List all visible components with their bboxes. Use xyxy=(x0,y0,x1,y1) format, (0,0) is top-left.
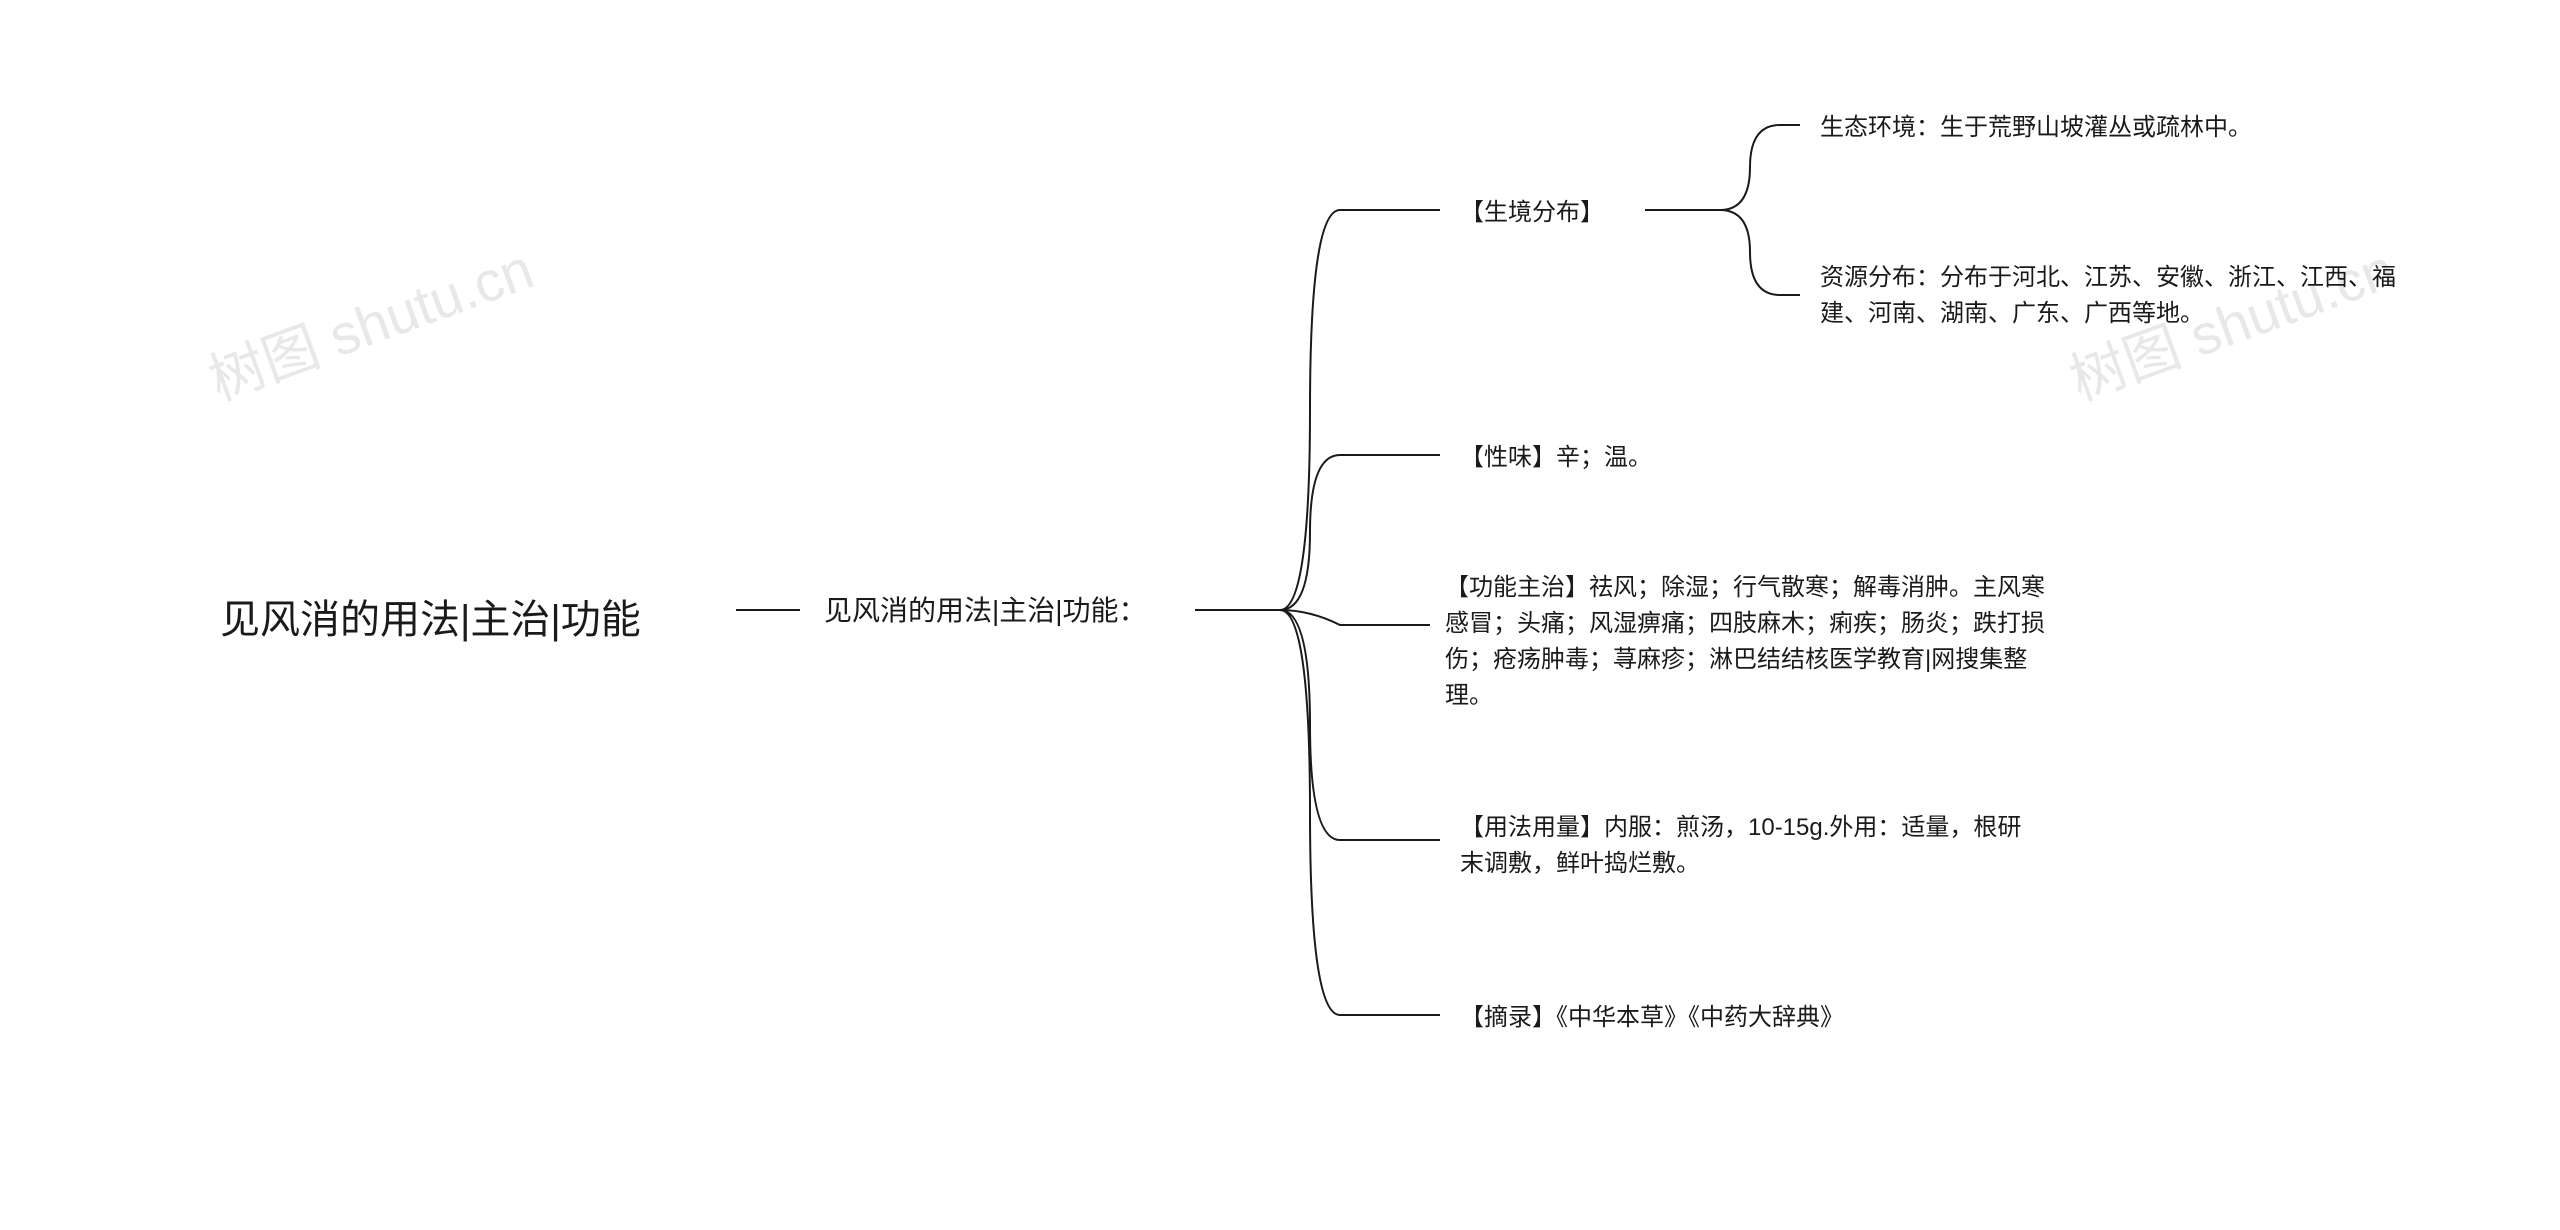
ecology-node: 生态环境：生于荒野山坡灌丛或疏林中。 xyxy=(1820,110,2252,146)
l1-branch-2 xyxy=(1280,455,1440,610)
watermark-text: 树图 shutu.cn xyxy=(196,224,543,416)
function-label: 【功能主治】祛风；除湿；行气散寒；解毒消肿。主风寒感冒；头痛；风湿痹痛；四肢麻木… xyxy=(1445,574,2045,709)
taste-label: 【性味】辛；温。 xyxy=(1460,444,1652,471)
taste-node: 【性味】辛；温。 xyxy=(1460,440,1652,476)
level1-node: 见风消的用法|主治|功能： xyxy=(824,590,1147,632)
habitat-node: 【生境分布】 xyxy=(1460,195,1604,231)
l1-branch-4 xyxy=(1280,610,1440,840)
excerpt-label: 【摘录】《中华本草》《中药大辞典》 xyxy=(1460,1004,1844,1031)
l1-branch-1 xyxy=(1280,210,1440,610)
habitat-label: 【生境分布】 xyxy=(1460,199,1604,226)
function-node: 【功能主治】祛风；除湿；行气散寒；解毒消肿。主风寒感冒；头痛；风湿痹痛；四肢麻木… xyxy=(1445,570,2045,714)
root-node: 见风消的用法|主治|功能 xyxy=(220,590,641,650)
mindmap-container: 树图 shutu.cn 树图 shutu.cn 见风消的用法|主治|功能 见风消… xyxy=(0,0,2560,1230)
l1-branch-3 xyxy=(1280,610,1430,625)
excerpt-node: 【摘录】《中华本草》《中药大辞典》 xyxy=(1460,1000,1844,1036)
dosage-label: 【用法用量】内服：煎汤，10-15g.外用：适量，根研末调敷，鲜叶捣烂敷。 xyxy=(1460,814,2021,877)
level1-label: 见风消的用法|主治|功能： xyxy=(824,595,1147,626)
distribution-node: 资源分布：分布于河北、江苏、安徽、浙江、江西、福建、河南、湖南、广东、广西等地。 xyxy=(1820,260,2420,332)
l1-branch-5 xyxy=(1280,610,1440,1015)
ecology-label: 生态环境：生于荒野山坡灌丛或疏林中。 xyxy=(1820,114,2252,141)
distribution-label: 资源分布：分布于河北、江苏、安徽、浙江、江西、福建、河南、湖南、广东、广西等地。 xyxy=(1820,264,2396,327)
habitat-branch-1 xyxy=(1720,125,1800,210)
habitat-branch-2 xyxy=(1720,210,1800,295)
root-label: 见风消的用法|主治|功能 xyxy=(220,598,641,642)
dosage-node: 【用法用量】内服：煎汤，10-15g.外用：适量，根研末调敷，鲜叶捣烂敷。 xyxy=(1460,810,2040,882)
